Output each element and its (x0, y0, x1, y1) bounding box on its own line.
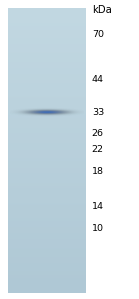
Text: 44: 44 (92, 75, 104, 84)
Text: kDa: kDa (92, 5, 112, 16)
Text: 22: 22 (92, 145, 104, 154)
Text: 26: 26 (92, 129, 104, 138)
Text: 18: 18 (92, 167, 104, 176)
Text: 70: 70 (92, 30, 104, 39)
Text: 10: 10 (92, 224, 104, 233)
Text: 14: 14 (92, 202, 104, 211)
Text: 33: 33 (92, 108, 104, 117)
